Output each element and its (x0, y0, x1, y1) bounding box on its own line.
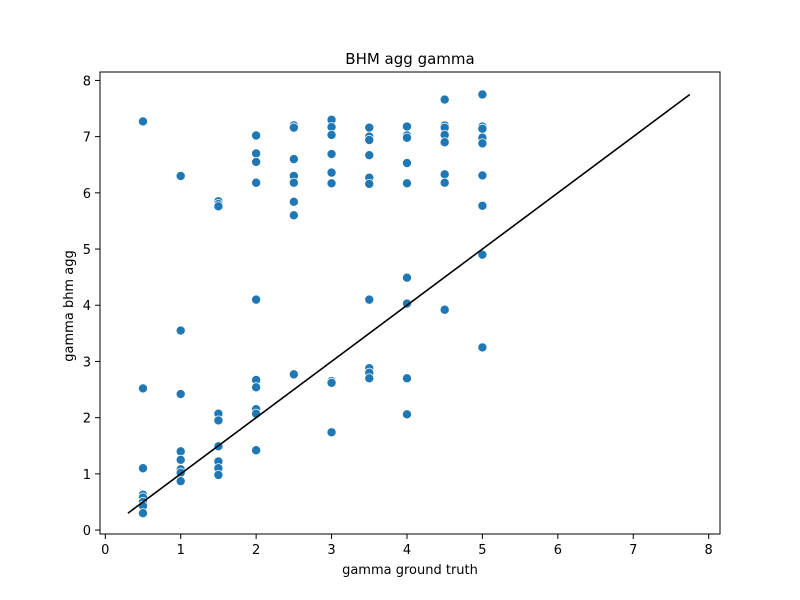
data-point-87 (477, 342, 488, 353)
data-point-18 (213, 201, 224, 212)
data-point-54 (364, 135, 375, 146)
data-point-51 (326, 427, 337, 438)
data-point-0 (137, 116, 148, 127)
x-tick-label-1: 1 (177, 543, 185, 558)
data-point-52 (364, 122, 375, 133)
chart-title: BHM agg gamma (345, 50, 474, 68)
data-point-57 (364, 178, 375, 189)
data-point-7 (137, 508, 148, 519)
data-point-39 (288, 177, 299, 188)
x-axis-ticks: 0 1 2 3 4 5 6 7 8 (101, 534, 713, 558)
data-point-69 (401, 373, 412, 384)
y-axis-ticks: 0 1 2 3 4 5 6 7 8 (83, 74, 100, 539)
data-point-65 (401, 158, 412, 169)
plot-frame (99, 71, 721, 535)
data-point-48 (326, 178, 337, 189)
data-point-25 (251, 130, 262, 141)
data-point-70 (401, 409, 412, 420)
data-point-41 (288, 210, 299, 221)
data-point-86 (477, 249, 488, 260)
data-point-62 (401, 121, 412, 132)
data-point-9 (175, 325, 186, 336)
data-point-64 (401, 132, 412, 143)
data-point-76 (439, 169, 450, 180)
x-tick-label-8: 8 (705, 543, 713, 558)
data-point-31 (251, 382, 262, 393)
y-tick-label-4: 4 (83, 299, 91, 314)
data-point-24 (213, 469, 224, 480)
data-point-11 (175, 446, 186, 457)
data-point-10 (175, 389, 186, 400)
x-tick-label-4: 4 (403, 543, 411, 558)
data-point-66 (401, 178, 412, 189)
data-point-47 (326, 167, 337, 178)
y-tick-label-6: 6 (83, 187, 91, 202)
data-point-26 (251, 148, 262, 159)
data-point-79 (477, 89, 488, 100)
y-tick-label-0: 0 (83, 524, 91, 539)
data-point-1 (137, 383, 148, 394)
data-point-40 (288, 196, 299, 207)
y-tick-label-7: 7 (83, 131, 91, 146)
points-layer (137, 89, 488, 519)
data-point-29 (251, 294, 262, 305)
data-point-12 (175, 454, 186, 465)
data-point-27 (251, 156, 262, 167)
reference-line (127, 93, 691, 514)
data-point-42 (288, 369, 299, 380)
data-point-34 (251, 445, 262, 456)
x-tick-label-0: 0 (101, 543, 109, 558)
data-point-77 (439, 177, 450, 188)
data-point-75 (439, 137, 450, 148)
data-point-84 (477, 170, 488, 181)
data-point-61 (364, 373, 375, 384)
data-point-15 (175, 476, 186, 487)
data-point-2 (137, 463, 148, 474)
data-point-50 (326, 377, 337, 388)
y-tick-label-2: 2 (83, 412, 91, 427)
data-point-28 (251, 177, 262, 188)
data-point-55 (364, 150, 375, 161)
y-axis-label: gamma bhm agg (62, 250, 77, 361)
data-point-8 (175, 170, 186, 181)
data-point-20 (213, 415, 224, 426)
x-tick-label-7: 7 (629, 543, 637, 558)
y-tick-label-5: 5 (83, 243, 91, 258)
data-point-46 (326, 149, 337, 160)
x-tick-label-5: 5 (478, 543, 486, 558)
data-point-37 (288, 154, 299, 165)
data-point-71 (439, 94, 450, 105)
data-point-78 (439, 304, 450, 315)
data-point-58 (364, 294, 375, 305)
x-axis-label: gamma ground truth (342, 563, 478, 578)
data-point-83 (477, 138, 488, 149)
x-tick-label-2: 2 (252, 543, 260, 558)
data-point-67 (401, 272, 412, 283)
y-tick-label-8: 8 (83, 74, 91, 89)
y-tick-label-3: 3 (83, 355, 91, 370)
reference-line-layer (127, 93, 691, 514)
data-point-85 (477, 200, 488, 211)
x-tick-label-3: 3 (327, 543, 335, 558)
x-tick-label-6: 6 (554, 543, 562, 558)
y-tick-label-1: 1 (83, 468, 91, 483)
data-point-36 (288, 122, 299, 133)
data-point-81 (477, 123, 488, 134)
data-point-45 (326, 129, 337, 140)
data-point-68 (401, 298, 412, 309)
